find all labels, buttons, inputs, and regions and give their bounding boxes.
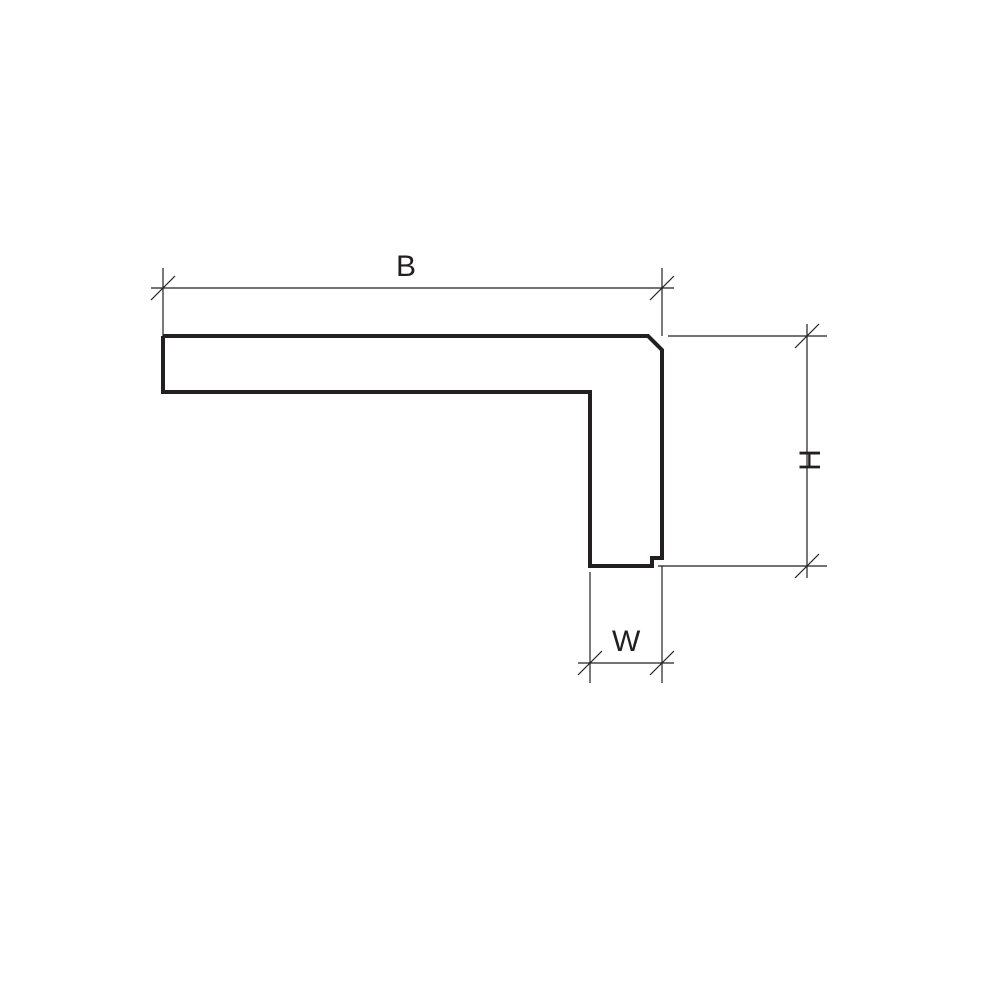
profile-outline <box>163 336 662 566</box>
dimension-w-label: W <box>612 625 641 658</box>
dimension-h-label: H <box>794 449 827 471</box>
dimension-b: B <box>151 250 674 336</box>
profile-diagram: B H W <box>0 0 1000 1000</box>
dimension-b-label: B <box>396 250 416 283</box>
dimension-h: H <box>658 324 827 578</box>
dimension-w: W <box>578 566 674 683</box>
